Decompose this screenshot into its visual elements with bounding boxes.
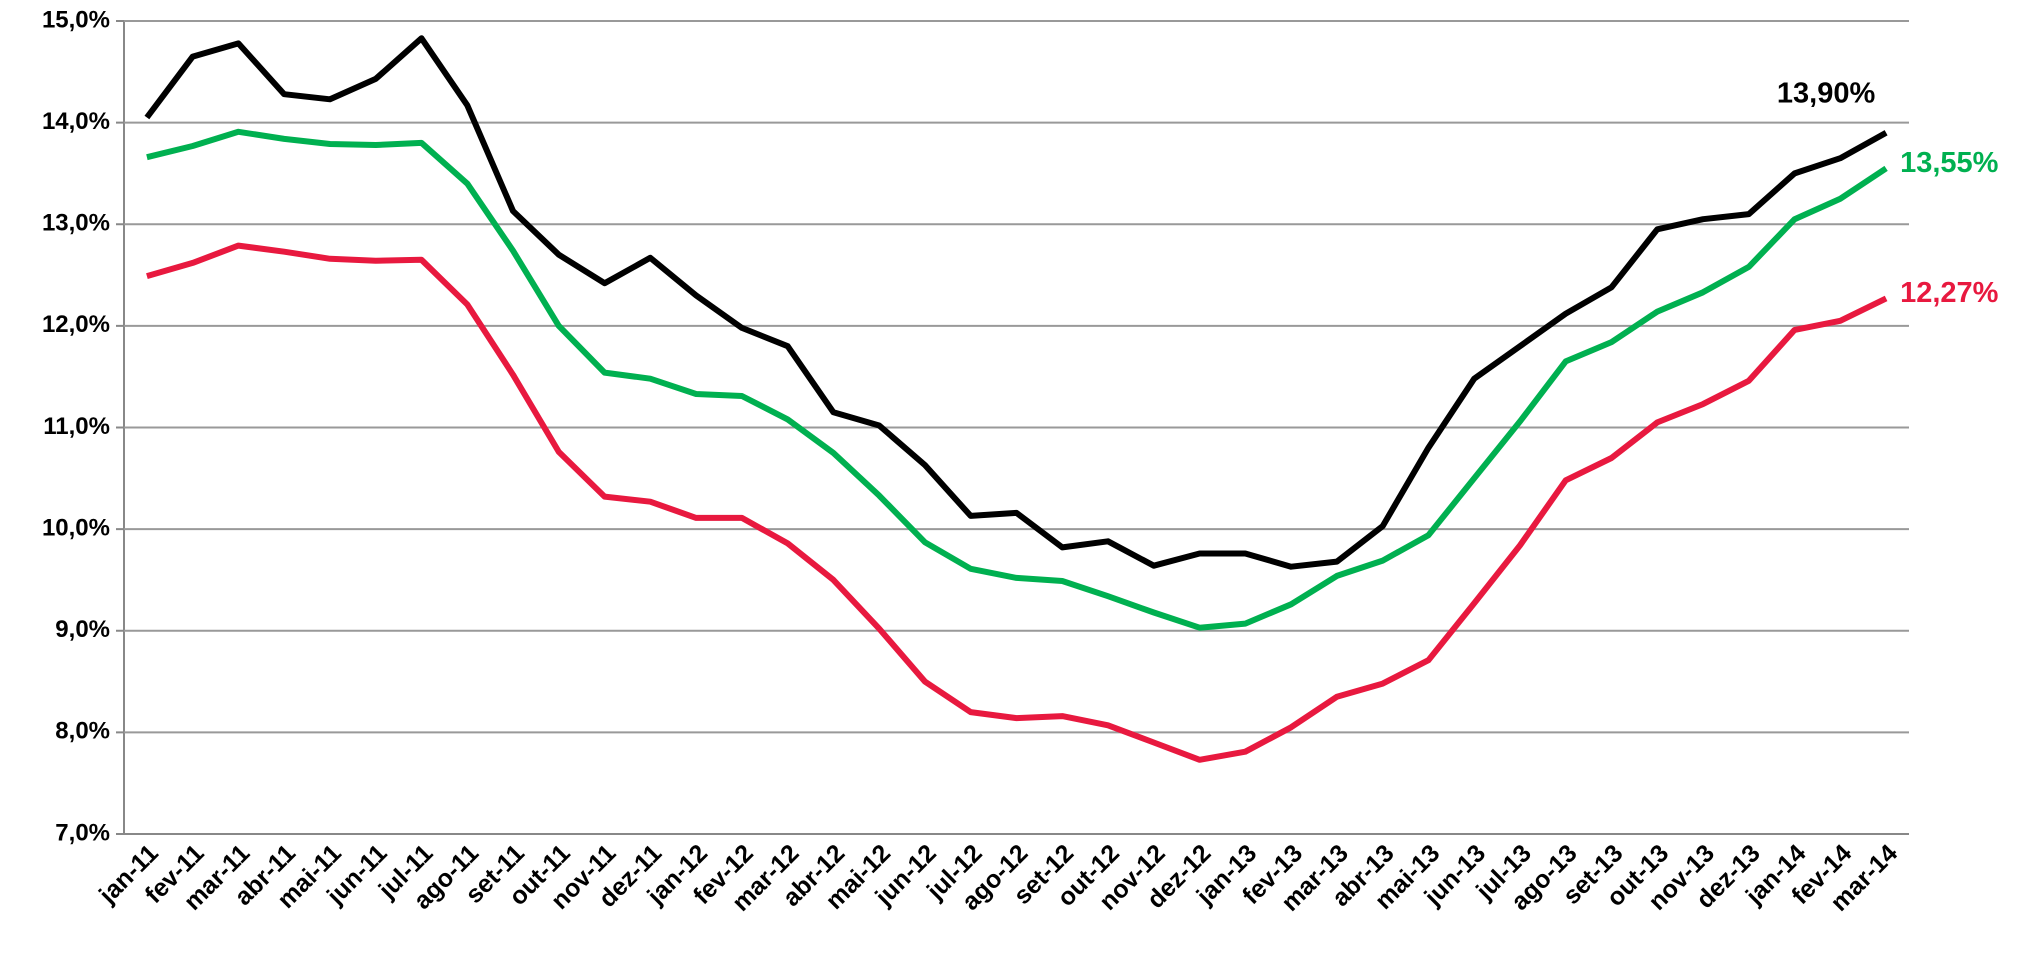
y-tick-label: 14,0% xyxy=(42,108,110,135)
y-tick-label: 8,0% xyxy=(55,718,110,745)
value-label: 12,27% xyxy=(1900,277,1999,309)
y-tick-label: 12,0% xyxy=(42,311,110,338)
y-tick-label: 7,0% xyxy=(55,819,110,846)
value-label: 13,90% xyxy=(1777,77,1876,109)
y-tick-label: 9,0% xyxy=(55,616,110,643)
y-tick-label: 11,0% xyxy=(43,413,110,440)
line xyxy=(146,242,1888,763)
line xyxy=(144,35,1888,570)
y-tick-label: 10,0% xyxy=(42,514,110,541)
value-label: 13,55% xyxy=(1900,147,1999,179)
y-tick-label: 15,0% xyxy=(42,6,110,33)
line xyxy=(146,128,1888,631)
y-tick-label: 13,0% xyxy=(42,210,110,237)
